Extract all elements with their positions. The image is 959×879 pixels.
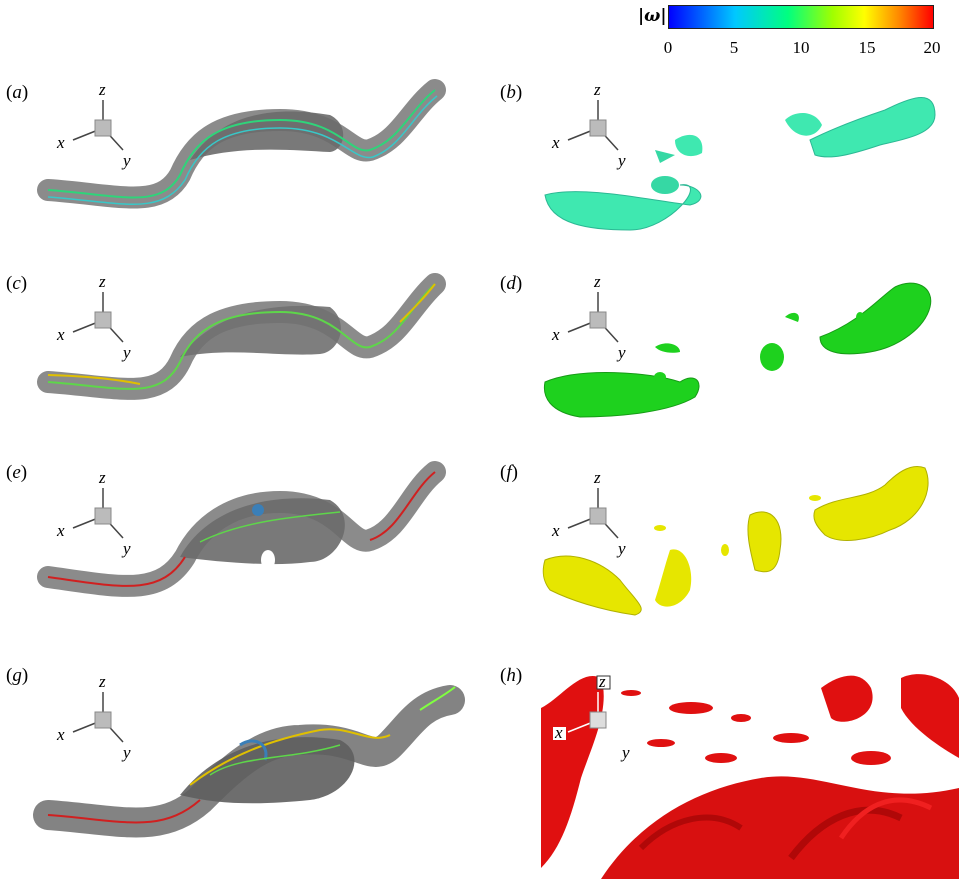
axis-triad-g: z x y [56, 672, 131, 762]
axis-triad-h: z x y [553, 672, 630, 762]
axis-x-label: x [551, 521, 560, 540]
colorbar-tick-15: 15 [858, 38, 876, 57]
axis-z-label: z [98, 672, 106, 691]
panel-label-b: (b) [500, 82, 523, 103]
panel-label-e: (e) [6, 462, 28, 483]
panel-g-vortex-tube [33, 685, 465, 838]
axis-y-label: y [616, 151, 626, 170]
axis-z-label: z [598, 672, 606, 691]
panel-b-isosurface [544, 97, 936, 231]
panel-a-vortex-tube [37, 79, 446, 209]
axis-y-label: y [121, 539, 131, 558]
panel-f-isosurface [542, 466, 929, 616]
axis-x-label: x [551, 133, 560, 152]
panel-d-isosurface [543, 282, 932, 418]
colorbar-symbol: |ω| [638, 6, 667, 26]
colorbar-tick-20: 20 [923, 38, 941, 57]
axis-z-label: z [593, 272, 601, 291]
panel-label-f: (f) [500, 462, 518, 483]
axis-y-label: y [616, 343, 626, 362]
colorbar-tick-0: 0 [663, 38, 673, 57]
colorbar-tick-10: 10 [792, 38, 810, 57]
axis-x-label: x [551, 325, 560, 344]
colorbar [668, 5, 934, 29]
panel-label-g: (g) [6, 665, 29, 686]
axis-triad-e: z x y [56, 468, 131, 558]
axis-x-label: x [56, 521, 65, 540]
panel-label-h: (h) [500, 665, 523, 686]
panel-label-c: (c) [6, 273, 28, 294]
axis-y-label: y [121, 151, 131, 170]
axis-x-label: x [56, 325, 65, 344]
axis-x-label: x [56, 133, 65, 152]
axis-triad-c: z x y [56, 272, 131, 362]
axis-y-label: y [121, 743, 131, 762]
panel-label-d: (d) [500, 273, 523, 294]
axis-y-label: y [616, 539, 626, 558]
axis-triad-a: z x y [56, 80, 131, 170]
axis-y-label: y [121, 343, 131, 362]
axis-z-label: z [593, 468, 601, 487]
axis-x-label: x [554, 723, 563, 742]
axis-z-label: z [593, 80, 601, 99]
axis-triad-d: z x y [551, 272, 626, 362]
axis-triad-f: z x y [551, 468, 626, 558]
panel-e-vortex-tube [37, 461, 446, 597]
axis-triad-b: z x y [551, 80, 626, 170]
panel-c-vortex-tube [37, 273, 446, 400]
panel-label-a: (a) [6, 82, 29, 103]
axis-z-label: z [98, 272, 106, 291]
colorbar-tick-5: 5 [729, 38, 739, 57]
axis-x-label: x [56, 725, 65, 744]
axis-z-label: z [98, 468, 106, 487]
panel-h-isosurface [541, 668, 959, 879]
axis-z-label: z [98, 80, 106, 99]
axis-y-label: y [620, 743, 630, 762]
